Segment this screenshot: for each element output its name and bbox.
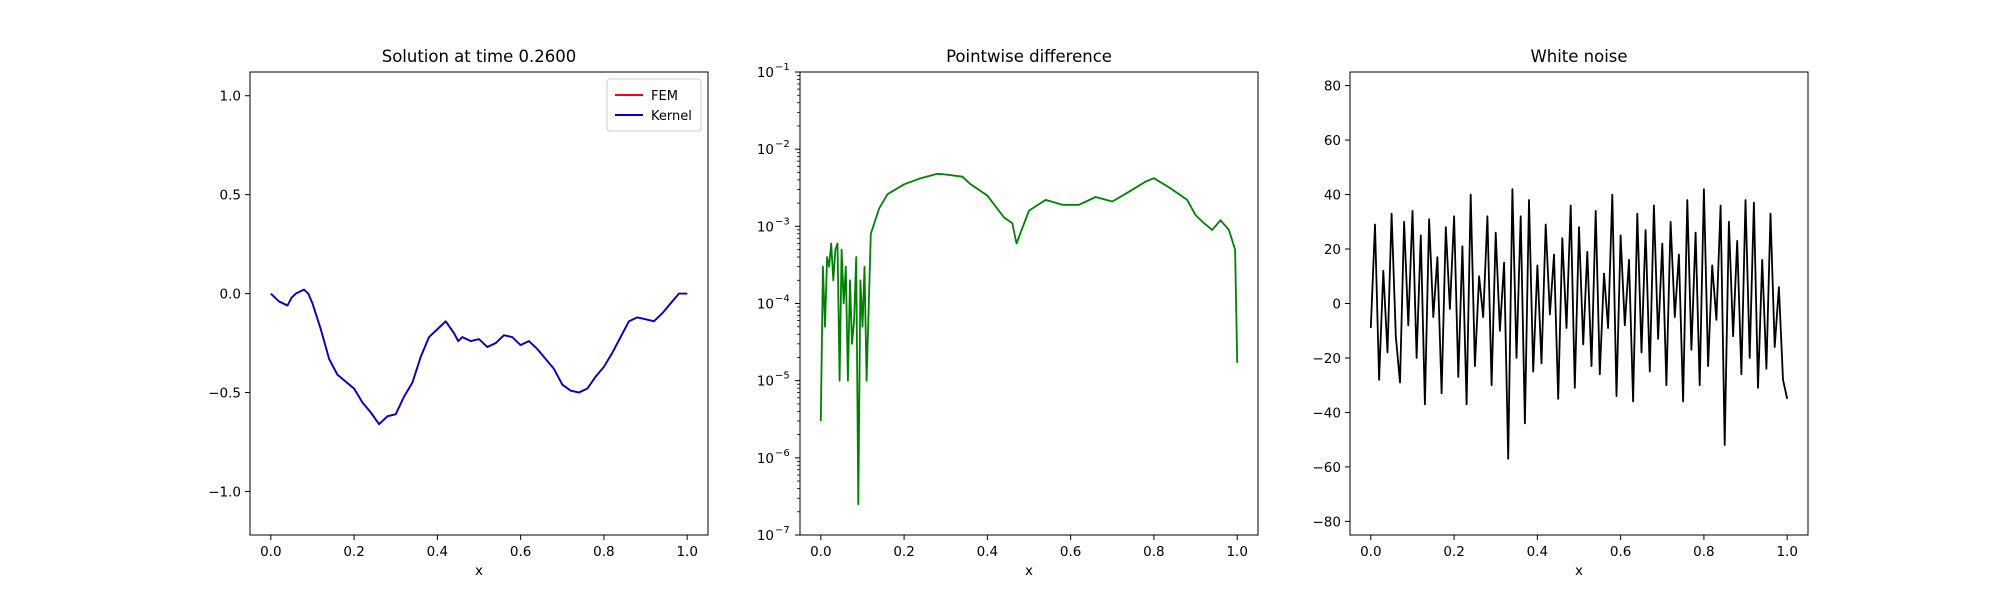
y-tick-label: −80 (1313, 514, 1342, 530)
legend-label: Kernel (651, 109, 692, 124)
y-tick-label: 10 (757, 374, 774, 390)
series-line-fem (270, 288, 688, 426)
series-line-panel-1 (819, 172, 1239, 506)
y-tick-label: 10 (757, 219, 774, 235)
y-tick-label: 10 (757, 142, 774, 158)
y-tick-label: 80 (1324, 79, 1341, 95)
y-tick-exponent: −7 (775, 525, 790, 536)
y-tick-label: 1.0 (220, 89, 241, 105)
plot-frame (249, 71, 709, 536)
y-tick-exponent: −1 (775, 62, 790, 73)
y-tick-label: −1.0 (208, 484, 241, 500)
x-axis-label: x (1575, 563, 1583, 579)
legend-label: FEM (651, 89, 678, 104)
y-tick-label: −20 (1313, 351, 1342, 367)
x-tick-label: 0.6 (510, 544, 531, 560)
chart-title: Pointwise difference (946, 47, 1112, 66)
y-tick-label: 0.5 (220, 188, 241, 204)
solution-panel: Solution at time 0.2600 0.0 0.2 0.4 0.6 0.8 1.… (208, 47, 709, 579)
y-tick-label: 0.0 (220, 287, 241, 303)
chart-title: Solution at time 0.2600 (382, 47, 577, 66)
x-tick-label: 0.0 (810, 544, 831, 560)
x-tick-label: 0.2 (893, 544, 914, 560)
y-tick-exponent: −4 (775, 294, 790, 305)
x-tick-label: 0.8 (1143, 544, 1164, 560)
x-axis-label: x (475, 563, 483, 579)
y-tick-label: 0 (1332, 297, 1341, 313)
noise-panel: White noise 0.0 0.2 0.4 0.6 0.8 1.0 −80 −60 −40 −2… (1313, 47, 1809, 579)
x-tick-label: 1.0 (676, 544, 697, 560)
x-tick-label: 0.0 (260, 544, 281, 560)
x-tick-label: 0.4 (1527, 544, 1548, 560)
y-tick-label: 60 (1324, 133, 1341, 149)
y-tick-label: −0.5 (208, 386, 241, 402)
x-tick-label: 0.8 (1693, 544, 1714, 560)
x-tick-label: 0.0 (1360, 544, 1381, 560)
x-tick-label: 0.8 (593, 544, 614, 560)
y-tick-exponent: −2 (775, 139, 790, 150)
plot-frame (799, 71, 1259, 536)
x-tick-label: 0.4 (427, 544, 448, 560)
y-tick-label: 10 (757, 297, 774, 313)
legend (606, 78, 702, 132)
y-tick-exponent: −5 (775, 371, 790, 382)
y-tick-label: 10 (757, 451, 774, 467)
x-tick-label: 0.4 (977, 544, 998, 560)
chart-title: White noise (1530, 47, 1627, 66)
x-tick-label: 1.0 (1226, 544, 1247, 560)
series-line-kernel (270, 288, 688, 426)
series-line-panel-2 (1369, 188, 1789, 460)
y-tick-label: −40 (1313, 405, 1342, 421)
x-tick-label: 0.6 (1060, 544, 1081, 560)
y-tick-label: 40 (1324, 188, 1341, 204)
difference-panel: Pointwise difference 0.0 0.2 0.4 0.6 0.8 1.0 10… (757, 47, 1259, 579)
y-tick-exponent: −6 (775, 448, 790, 459)
plot-frame (1349, 71, 1809, 536)
x-tick-label: 0.2 (1443, 544, 1464, 560)
y-tick-label: −60 (1313, 460, 1342, 476)
x-axis-label: x (1025, 563, 1033, 579)
y-tick-exponent: −3 (775, 216, 790, 227)
x-tick-label: 0.6 (1610, 544, 1631, 560)
y-tick-label: 10 (757, 65, 774, 81)
y-tick-label: 10 (757, 528, 774, 544)
x-tick-label: 1.0 (1776, 544, 1797, 560)
y-tick-label: 20 (1324, 242, 1341, 258)
x-tick-label: 0.2 (343, 544, 364, 560)
